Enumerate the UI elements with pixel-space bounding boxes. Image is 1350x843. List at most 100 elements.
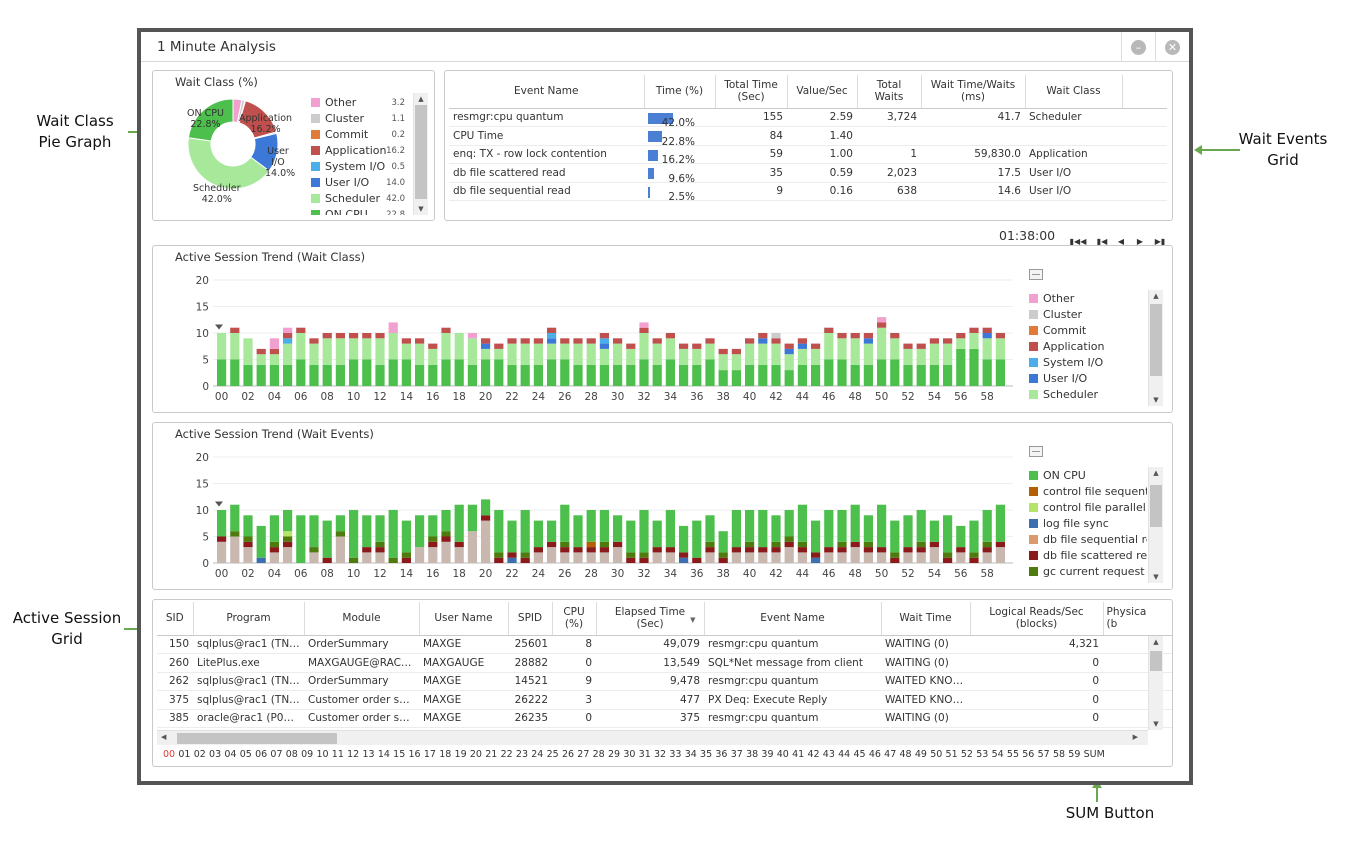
bar-segment[interactable] [811, 348, 821, 365]
bar-segment[interactable] [890, 520, 900, 553]
bar-segment[interactable] [547, 541, 557, 548]
bar-segment[interactable] [415, 338, 425, 344]
col-logical-reads[interactable]: Logical Reads/Sec (blocks) [970, 602, 1104, 636]
next-button[interactable]: ▶ [1136, 237, 1144, 246]
bar-segment[interactable] [626, 364, 636, 386]
bar-segment[interactable] [599, 343, 609, 349]
bar-segment[interactable] [217, 333, 227, 360]
col-value-sec[interactable]: Value/Sec [787, 75, 858, 109]
bar-segment[interactable] [520, 338, 530, 344]
bar-segment[interactable] [811, 520, 821, 553]
table-row[interactable]: db file scattered read 9.6% 35 0.59 2,023 17.… [449, 163, 1167, 183]
bar-segment[interactable] [797, 343, 807, 349]
minute-button[interactable]: 05 [239, 749, 252, 760]
bar-segment[interactable] [943, 343, 953, 365]
bar-segment[interactable] [956, 547, 966, 553]
bar-segment[interactable] [995, 541, 1005, 548]
bar-segment[interactable] [481, 499, 491, 516]
bar-segment[interactable] [850, 541, 860, 548]
bar-segment[interactable] [956, 333, 966, 339]
legend-item[interactable]: Scheduler [1029, 387, 1098, 403]
bar-segment[interactable] [863, 343, 873, 365]
bar-segment[interactable] [507, 364, 517, 386]
bar-segment[interactable] [679, 348, 689, 365]
scroll-up-icon[interactable]: ▲ [1153, 638, 1159, 646]
active-session-vscrollbar[interactable]: ▲ ▼ [1148, 636, 1163, 730]
bar-segment[interactable] [454, 541, 464, 548]
bar-segment[interactable] [929, 364, 939, 386]
legend-item[interactable]: log file sync [1029, 516, 1109, 532]
bar-segment[interactable] [520, 557, 530, 563]
bar-segment[interactable] [916, 348, 926, 365]
minute-button[interactable]: 12 [347, 749, 360, 760]
minute-button[interactable]: 29 [607, 749, 621, 760]
bar-segment[interactable] [956, 348, 966, 386]
bar-segment[interactable] [837, 541, 847, 548]
bar-segment[interactable] [705, 359, 715, 387]
scroll-down-icon[interactable]: ▼ [1153, 720, 1159, 728]
col-cpu[interactable]: CPU (%) [552, 602, 597, 636]
marker-icon[interactable] [215, 324, 223, 330]
minute-button[interactable]: 45 [853, 749, 866, 760]
legend-item[interactable]: Other [1029, 291, 1074, 307]
bar-segment[interactable] [890, 552, 900, 558]
minute-button[interactable]: 04 [224, 749, 237, 760]
bar-segment[interactable] [784, 510, 794, 537]
bar-segment[interactable] [269, 364, 279, 386]
bar-segment[interactable] [771, 338, 781, 344]
bar-segment[interactable] [837, 510, 847, 542]
bar-segment[interactable] [243, 541, 253, 548]
scroll-thumb[interactable] [177, 733, 337, 744]
minute-button[interactable]: 08 [285, 749, 298, 760]
bar-segment[interactable] [547, 547, 557, 563]
bar-segment[interactable] [494, 557, 504, 563]
bar-segment[interactable] [692, 348, 702, 365]
bar-segment[interactable] [824, 333, 834, 360]
scroll-thumb[interactable] [1150, 485, 1162, 527]
bar-segment[interactable] [982, 338, 992, 360]
bar-segment[interactable] [599, 348, 609, 365]
bar-segment[interactable] [349, 333, 359, 339]
trend-wait-events-legend-scrollbar[interactable]: ▲ ▼ [1148, 467, 1163, 583]
bar-segment[interactable] [415, 364, 425, 386]
bar-segment[interactable] [441, 510, 451, 532]
bar-segment[interactable] [269, 348, 279, 355]
bar-segment[interactable] [877, 552, 887, 563]
pie-slice-scheduler[interactable] [187, 137, 270, 190]
bar-segment[interactable] [824, 552, 834, 563]
bar-segment[interactable] [560, 547, 570, 553]
bar-segment[interactable] [599, 541, 609, 548]
bar-segment[interactable] [454, 547, 464, 563]
bar-segment[interactable] [560, 343, 570, 360]
bar-segment[interactable] [731, 348, 741, 355]
bar-segment[interactable] [586, 364, 596, 386]
bar-segment[interactable] [441, 536, 451, 542]
scroll-down-icon[interactable]: ▼ [1153, 396, 1159, 404]
bar-segment[interactable] [256, 354, 266, 365]
bar-segment[interactable] [573, 552, 583, 563]
legend-item[interactable]: Scheduler 42.0 [311, 191, 411, 207]
bar-segment[interactable] [626, 348, 636, 365]
bar-segment[interactable] [824, 547, 834, 553]
bar-segment[interactable] [467, 364, 477, 386]
bar-segment[interactable] [283, 547, 293, 563]
bar-segment[interactable] [613, 515, 623, 542]
bar-segment[interactable] [639, 552, 649, 558]
bar-segment[interactable] [560, 541, 570, 548]
bar-segment[interactable] [322, 557, 332, 563]
bar-segment[interactable] [243, 547, 253, 563]
bar-segment[interactable] [784, 348, 794, 355]
bar-segment[interactable] [335, 333, 345, 339]
bar-segment[interactable] [573, 343, 583, 365]
col-physical-reads[interactable]: Physica (b [1103, 602, 1172, 636]
minute-button[interactable]: 55 [1006, 749, 1019, 760]
bar-segment[interactable] [533, 520, 543, 548]
bar-segment[interactable] [230, 536, 240, 564]
bar-segment[interactable] [388, 359, 398, 387]
bar-segment[interactable] [969, 327, 979, 333]
bar-segment[interactable] [943, 515, 953, 553]
scroll-thumb[interactable] [415, 105, 427, 199]
bar-segment[interactable] [283, 536, 293, 542]
bar-segment[interactable] [731, 547, 741, 553]
col-program[interactable]: Program [193, 602, 305, 636]
